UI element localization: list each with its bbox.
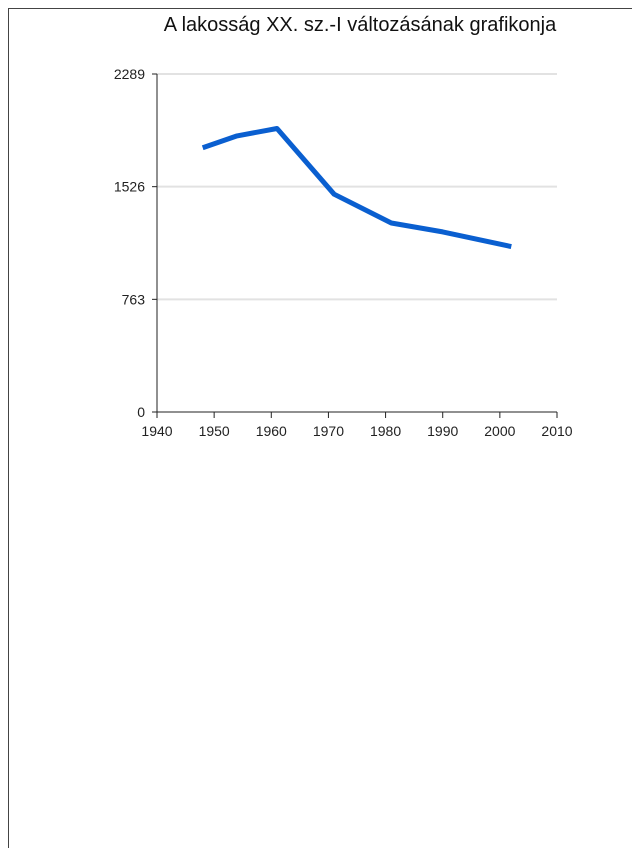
tick-labels: 0 763 1526 2289 1940 1950 1960 1970 1980 1990 2000… bbox=[114, 66, 573, 439]
x-tick-label: 1940 bbox=[141, 423, 172, 439]
y-tick-label: 1526 bbox=[114, 179, 145, 195]
grid-lines bbox=[157, 73, 557, 301]
chart-title: A lakosság XX. sz.-I változásának grafik… bbox=[163, 14, 557, 36]
y-tick-label: 0 bbox=[137, 404, 145, 420]
series-lines bbox=[201, 126, 512, 250]
x-tick-label: 1950 bbox=[199, 423, 230, 439]
x-tick-label: 2000 bbox=[484, 423, 515, 439]
line-chart: 0 763 1526 2289 1940 1950 1960 1970 1980 1990 2000… bbox=[114, 66, 573, 439]
x-tick-label: 1960 bbox=[256, 423, 287, 439]
x-tick-label: 1970 bbox=[313, 423, 344, 439]
x-tick-label: 2010 bbox=[541, 423, 572, 439]
page-frame bbox=[8, 8, 632, 848]
series-line-0 bbox=[201, 126, 512, 250]
axes bbox=[152, 73, 558, 418]
y-tick-label: 763 bbox=[122, 291, 146, 307]
x-tick-label: 1990 bbox=[427, 423, 458, 439]
x-tick-label: 1980 bbox=[370, 423, 401, 439]
y-tick-label: 2289 bbox=[114, 66, 145, 82]
